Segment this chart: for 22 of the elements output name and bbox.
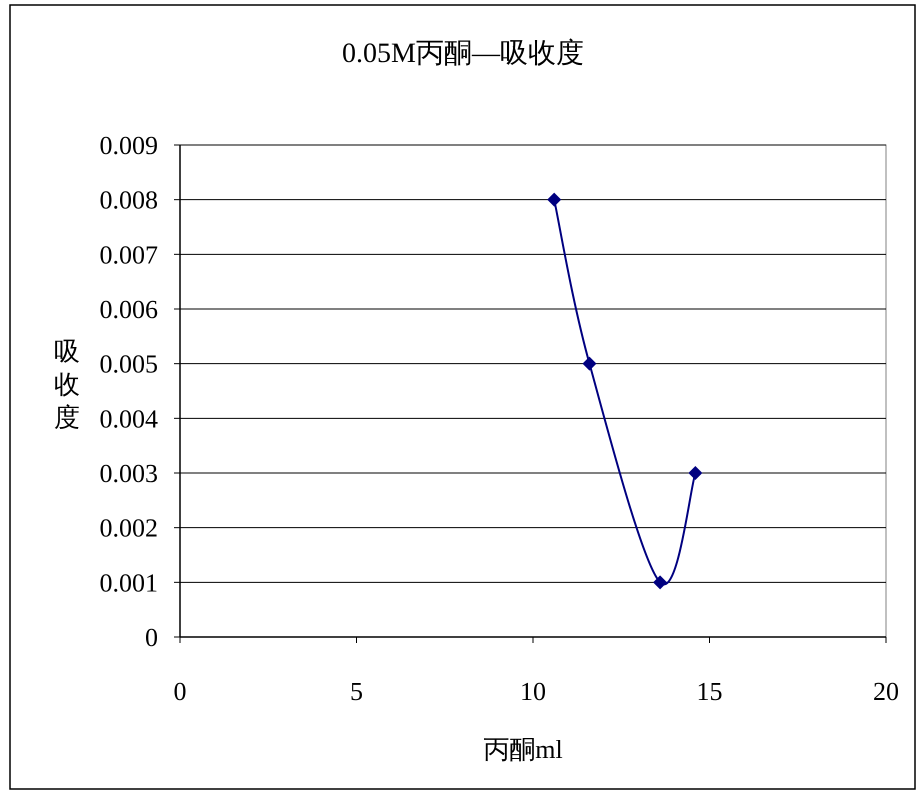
y-tick-label: 0.006 — [100, 295, 158, 324]
x-tick-label: 0 — [174, 677, 186, 706]
y-tick-label: 0.001 — [100, 568, 158, 598]
y-tick-label: 0.002 — [100, 514, 158, 543]
point — [582, 356, 596, 371]
point — [653, 575, 668, 590]
y-tick-label: 0.003 — [100, 459, 158, 488]
x-tick-label: 20 — [873, 677, 899, 706]
point — [688, 466, 702, 480]
y-axis-title: 吸收度 — [54, 337, 80, 432]
y-tick-label: 0 — [145, 623, 158, 652]
y-tick-label: 0.008 — [100, 186, 158, 215]
x-tick-label: 15 — [696, 677, 722, 706]
x-axis-title: 丙酮ml — [483, 735, 563, 764]
y-tick-label: 0.007 — [100, 240, 158, 270]
chart-title: 0.05M丙酮—吸收度 — [342, 38, 584, 69]
x-tick-label: 10 — [520, 677, 546, 706]
point — [547, 192, 562, 207]
y-tick-label: 0.004 — [100, 404, 158, 434]
y-tick-label: 0.005 — [100, 350, 158, 379]
y-tick-label: 0.009 — [100, 131, 158, 160]
x-tick-label: 5 — [350, 677, 363, 706]
